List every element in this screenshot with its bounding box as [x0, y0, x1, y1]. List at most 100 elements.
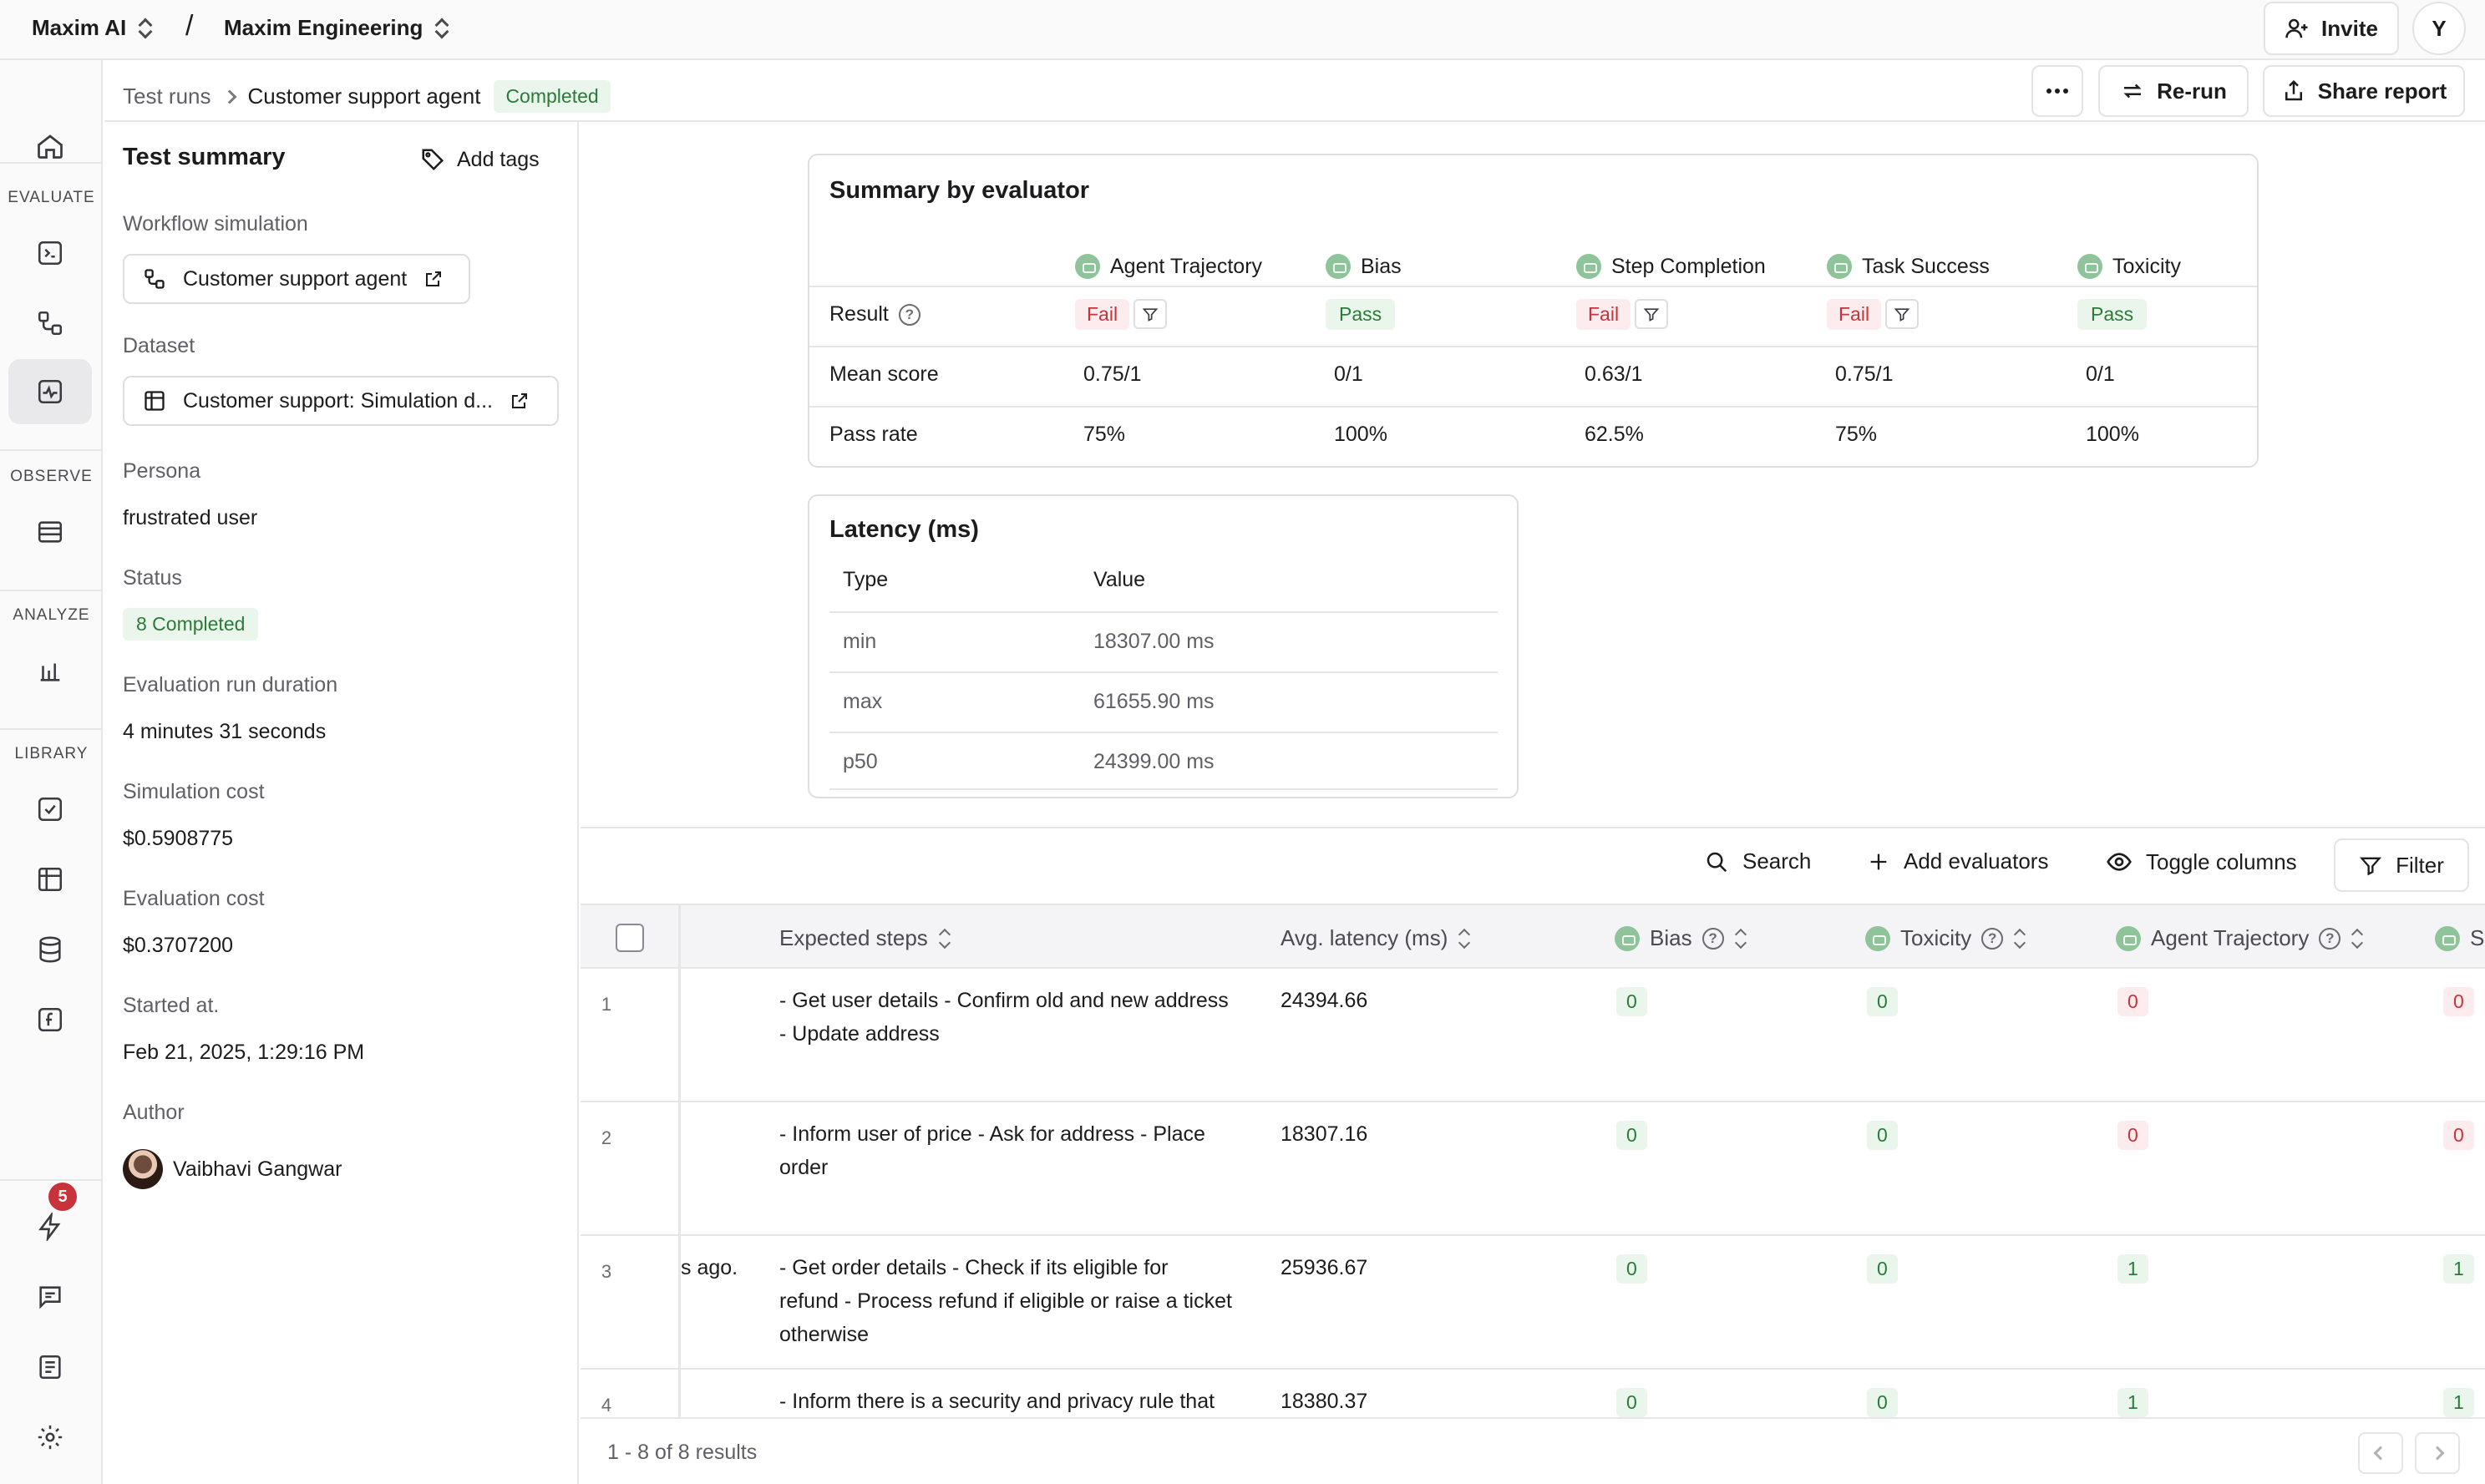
- filter-label: Filter: [2396, 852, 2444, 878]
- previous-column-cell: s ago.: [681, 1256, 738, 1279]
- author-label: Author: [123, 1101, 185, 1124]
- sort-icon: [938, 928, 951, 950]
- section-label-observe: OBSERVE: [10, 468, 93, 485]
- toggle-columns-button[interactable]: Toggle columns: [2106, 848, 2297, 875]
- rerun-button[interactable]: Re-run: [2098, 65, 2249, 117]
- column-bias[interactable]: Bias ?: [1615, 925, 1747, 951]
- select-all-checkbox[interactable]: [616, 924, 644, 952]
- share-report-button[interactable]: Share report: [2263, 65, 2465, 117]
- column-expected-steps[interactable]: Expected steps: [779, 925, 951, 951]
- updates-nav[interactable]: [8, 1194, 92, 1259]
- evaluation-cost-value: $0.3707200: [123, 934, 234, 957]
- latency-value-p50: 24399.00 ms: [1093, 750, 1215, 773]
- author-avatar: [123, 1149, 163, 1189]
- feedback-nav[interactable]: [8, 1264, 92, 1330]
- tools-nav[interactable]: [8, 987, 92, 1052]
- external-link-icon: [426, 271, 442, 286]
- org-switcher[interactable]: Maxim AI: [32, 15, 153, 41]
- section-label-analyze: ANALYZE: [13, 606, 90, 624]
- test-runs-nav[interactable]: [8, 359, 92, 424]
- user-avatar-button[interactable]: Y: [2412, 2, 2466, 55]
- latency-cell: 18380.37: [1281, 1390, 1368, 1413]
- breadcrumb-test-runs[interactable]: Test runs: [123, 84, 211, 109]
- latency-value-max: 61655.90 ms: [1093, 690, 1215, 713]
- invite-button[interactable]: Invite: [2264, 2, 2399, 55]
- add-tags-button[interactable]: Add tags: [420, 147, 540, 172]
- row-divider: [829, 788, 1498, 790]
- mean-toxicity: 0/1: [2086, 362, 2115, 386]
- database-icon: [39, 936, 61, 963]
- help-icon[interactable]: ?: [898, 303, 920, 326]
- bot-icon: [1326, 254, 1351, 279]
- started-at-value: Feb 21, 2025, 1:29:16 PM: [123, 1041, 365, 1064]
- logs-nav[interactable]: [8, 499, 92, 565]
- chevron-left-icon: [2373, 1446, 2388, 1461]
- help-icon[interactable]: ?: [1701, 927, 1724, 950]
- help-icon[interactable]: ?: [2319, 927, 2341, 950]
- step-completion-score: 0: [2443, 987, 2474, 1016]
- table-row[interactable]: 1 - Get user details - Confirm old and n…: [581, 969, 2485, 1102]
- table-icon: [38, 867, 63, 892]
- dataset-link[interactable]: Customer support: Simulation d...: [123, 376, 559, 426]
- add-tags-label: Add tags: [457, 147, 540, 171]
- evaluators-nav[interactable]: [8, 777, 92, 842]
- latency-title: Latency (ms): [829, 516, 979, 543]
- sticky-column-divider: [678, 904, 681, 1417]
- document-icon: [39, 1355, 61, 1380]
- prompts-nav[interactable]: [8, 220, 92, 286]
- dashboards-nav[interactable]: [8, 638, 92, 703]
- filter-button[interactable]: Filter: [2334, 838, 2469, 892]
- workspace-name: Maxim Engineering: [224, 15, 423, 40]
- row-divider: [829, 671, 1498, 673]
- help-icon[interactable]: ?: [1981, 927, 2004, 950]
- filter-task-success-button[interactable]: [1885, 299, 1919, 329]
- function-icon: [38, 1007, 63, 1032]
- bot-icon: [1615, 925, 1640, 951]
- filter-icon: [1142, 308, 1159, 322]
- bot-icon: [2116, 925, 2141, 951]
- workflows-nav[interactable]: [8, 291, 92, 356]
- context-sources-nav[interactable]: [8, 917, 92, 982]
- breadcrumb-separator: /: [185, 10, 194, 42]
- filter-step-completion-button[interactable]: [1635, 299, 1668, 329]
- latency-type-min: min: [843, 630, 877, 653]
- row-divider: [809, 346, 2257, 347]
- result-row-label: Result ?: [829, 302, 920, 327]
- bot-icon: [1827, 254, 1852, 279]
- evaluator-header-agent-trajectory: Agent Trajectory: [1075, 254, 1262, 279]
- column-step-completion[interactable]: S: [2435, 925, 2484, 951]
- search-button[interactable]: Search: [1704, 848, 1811, 874]
- step-completion-score: 1: [2443, 1254, 2474, 1284]
- notification-badge: 5: [48, 1183, 77, 1211]
- rail-divider: [0, 162, 103, 164]
- more-options-button[interactable]: [2031, 65, 2083, 117]
- column-toxicity[interactable]: Toxicity ?: [1865, 925, 2026, 951]
- column-agent-trajectory[interactable]: Agent Trajectory ?: [2116, 925, 2364, 951]
- previous-page-button[interactable]: [2358, 1432, 2403, 1474]
- agent-trajectory-score: 1: [2117, 1388, 2148, 1417]
- more-horizontal-icon: [2046, 89, 2068, 94]
- table-row[interactable]: 2 - Inform user of price - Ask for addre…: [581, 1102, 2485, 1236]
- row-number: 2: [601, 1127, 612, 1148]
- table-row[interactable]: 3 s ago. - Get order details - Check if …: [581, 1236, 2485, 1370]
- datasets-nav[interactable]: [8, 847, 92, 912]
- next-page-button[interactable]: [2415, 1432, 2460, 1474]
- workflow-link[interactable]: Customer support agent: [123, 254, 470, 304]
- column-avg-latency[interactable]: Avg. latency (ms): [1281, 925, 1471, 951]
- settings-nav[interactable]: [8, 1405, 92, 1470]
- agent-trajectory-score: 0: [2117, 987, 2148, 1016]
- pass-rate-toxicity: 100%: [2086, 423, 2139, 446]
- home-nav[interactable]: [8, 114, 92, 179]
- left-rail: EVALUATE OBSERVE ANALYZE LIBRARY 5: [0, 60, 103, 1484]
- workflow-label: Workflow simulation: [123, 212, 308, 236]
- table-row[interactable]: 4 - Inform there is a security and priva…: [581, 1370, 2485, 1417]
- repeat-icon: [2123, 84, 2142, 99]
- toggle-columns-label: Toggle columns: [2146, 848, 2297, 874]
- pass-rate-bias: 100%: [1334, 423, 1387, 446]
- add-evaluators-button[interactable]: Add evaluators: [1867, 848, 2048, 874]
- sort-icon: [1734, 928, 1747, 950]
- docs-nav[interactable]: [8, 1335, 92, 1400]
- filter-agent-trajectory-button[interactable]: [1133, 299, 1167, 329]
- share-icon: [2285, 79, 2302, 101]
- workspace-switcher[interactable]: Maxim Engineering: [224, 15, 449, 41]
